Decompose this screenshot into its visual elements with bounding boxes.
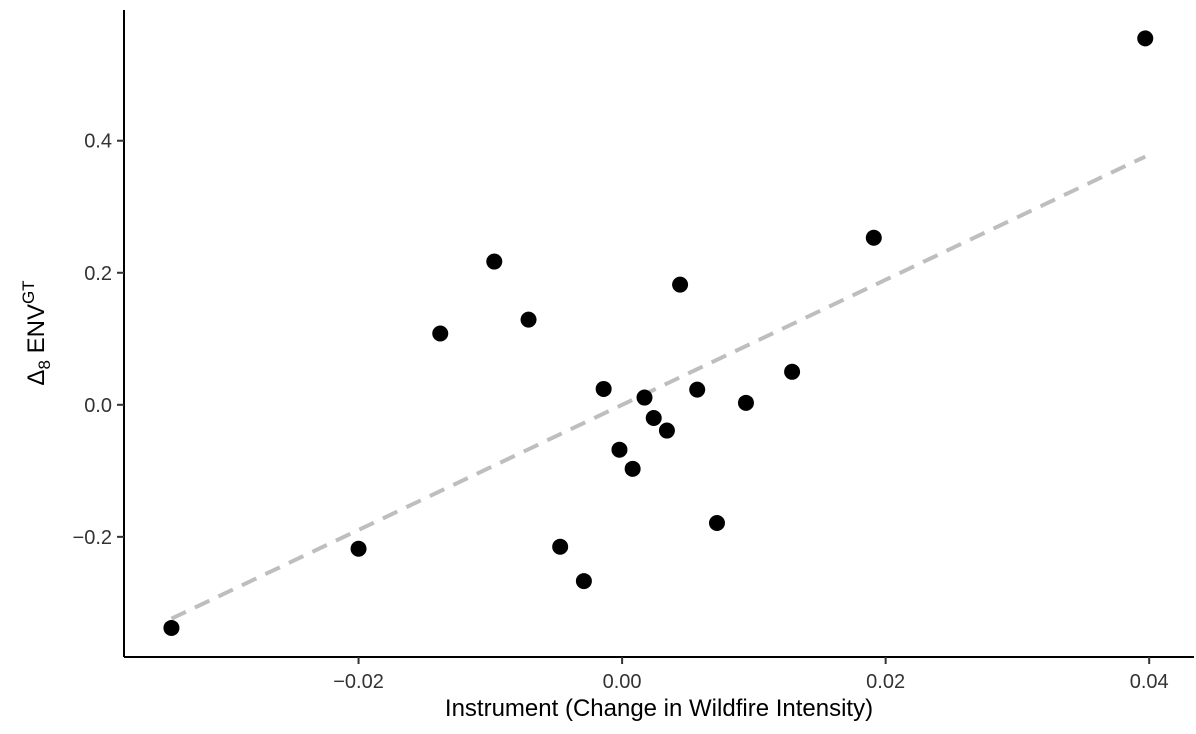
point: [520, 311, 537, 328]
y-tick-label: 0.0: [84, 395, 112, 417]
y-tick-label: 0.2: [84, 263, 112, 285]
point: [595, 380, 612, 397]
point: [624, 460, 641, 477]
point: [784, 363, 801, 380]
y-tick-label: −0.2: [73, 527, 112, 549]
x-tick-label: 0.00: [603, 671, 642, 693]
point: [611, 441, 628, 458]
y-title-sup: GT: [19, 280, 38, 304]
trend-line: [170, 154, 1147, 621]
x-tick-label: 0.02: [866, 671, 905, 693]
point: [865, 229, 882, 246]
x-axis-title: Instrument (Change in Wildfire Intensity…: [445, 695, 873, 722]
point: [658, 422, 675, 439]
point: [645, 410, 662, 427]
y-title-base: Δ: [23, 370, 50, 386]
point: [432, 325, 449, 342]
point: [575, 573, 592, 590]
point: [552, 538, 569, 555]
point: [636, 389, 653, 406]
x-tick-label: 0.04: [1130, 671, 1169, 693]
point: [737, 394, 754, 411]
point: [708, 514, 725, 531]
point: [163, 619, 180, 636]
point: [1137, 30, 1154, 47]
y-title-main: ENV: [23, 304, 50, 360]
x-tick-label: −0.02: [333, 671, 384, 693]
y-axis-title: Δ8 ENVGT: [19, 280, 54, 385]
point: [350, 540, 367, 557]
y-tick-label: 0.4: [84, 131, 112, 153]
point: [689, 381, 706, 398]
point: [486, 253, 503, 270]
y-title-sub: 8: [35, 360, 54, 369]
point: [672, 276, 689, 293]
